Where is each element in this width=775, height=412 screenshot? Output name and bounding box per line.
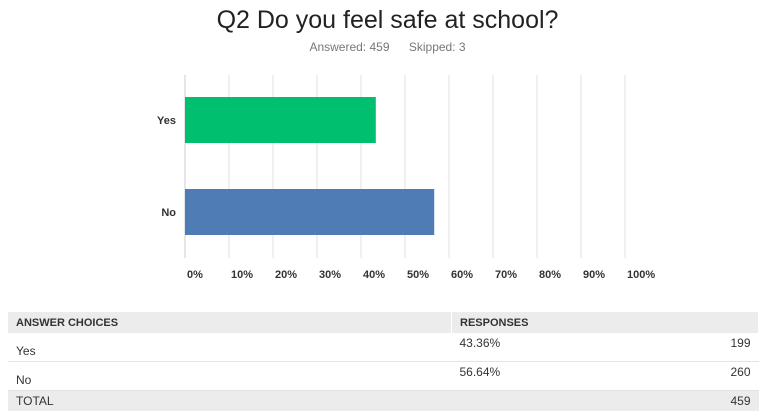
header-answer-choices: ANSWER CHOICES — [8, 312, 452, 333]
response-table: ANSWER CHOICES RESPONSES Yes 43.36% 199 … — [8, 312, 759, 411]
x-axis-ticks: 0% 10% 20% 30% 40% 50% 60% 70% 80% 90% 100% — [187, 269, 655, 281]
answered-count: Answered: 459 — [309, 40, 390, 54]
table-row: No 56.64% 260 — [8, 361, 759, 391]
total-spacer — [451, 390, 640, 411]
category-labels: Yes No — [157, 115, 176, 219]
x-tick-label: 30% — [319, 269, 341, 281]
bar-chart: Yes No 0% 10% 20% 30% 40% 50% 60% 70% 80% 90% 100% — [157, 75, 655, 281]
response-count: 260 — [639, 361, 759, 391]
x-tick-label: 70% — [495, 269, 517, 281]
category-label: Yes — [157, 115, 176, 127]
bar-no — [185, 189, 435, 235]
answer-choice: No — [8, 361, 452, 391]
category-label: No — [161, 207, 176, 219]
x-tick-label: 20% — [275, 269, 297, 281]
x-tick-label: 100% — [627, 269, 655, 281]
total-row: TOTAL 459 — [8, 390, 759, 411]
response-summary: Answered: 459 Skipped: 3 — [0, 40, 775, 54]
response-count: 199 — [639, 333, 759, 362]
total-count: 459 — [639, 390, 759, 411]
x-tick-label: 10% — [231, 269, 253, 281]
x-tick-label: 40% — [363, 269, 385, 281]
answer-choice: Yes — [8, 333, 452, 362]
table-row: Yes 43.36% 199 — [8, 333, 759, 362]
x-tick-label: 90% — [583, 269, 605, 281]
skipped-count: Skipped: 3 — [408, 40, 466, 54]
header-responses: RESPONSES — [451, 312, 759, 333]
bars — [185, 97, 435, 235]
response-percent: 56.64% — [451, 361, 640, 391]
x-tick-label: 0% — [187, 269, 203, 281]
total-label: TOTAL — [8, 390, 452, 411]
x-tick-label: 60% — [451, 269, 473, 281]
bar-yes — [185, 97, 376, 143]
response-percent: 43.36% — [451, 333, 640, 362]
x-tick-label: 80% — [539, 269, 561, 281]
x-tick-label: 50% — [407, 269, 429, 281]
chart-title: Q2 Do you feel safe at school? — [216, 6, 559, 34]
